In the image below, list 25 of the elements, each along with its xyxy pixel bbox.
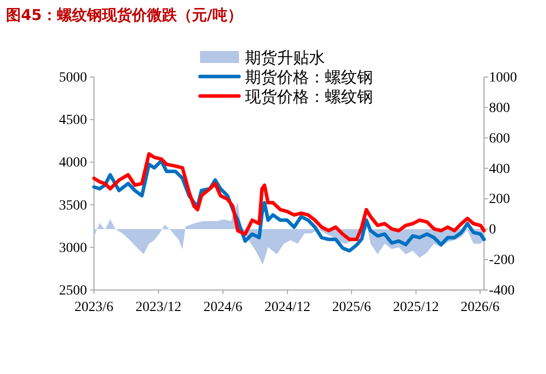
y2-tick-label: -400 (489, 284, 515, 298)
x-tick-label: 2025/6 (332, 300, 371, 315)
x-tick-label: 2026/6 (460, 300, 500, 315)
y-tick-label: 3000 (59, 240, 87, 256)
y2-tick-label: 800 (489, 100, 510, 116)
legend-label: 现货价格：螺纹钢 (245, 88, 373, 106)
x-tick-label: 2025/12 (393, 300, 439, 315)
y-tick-label: 5000 (59, 70, 87, 86)
legend-label: 期货升贴水 (245, 49, 325, 67)
y2-tick-label: -200 (489, 253, 515, 268)
y2-tick-label: 0 (489, 222, 496, 238)
x-tick-label: 2024/12 (264, 300, 310, 315)
x-tick-label: 2024/6 (204, 300, 242, 315)
y2-tick-label: 400 (489, 162, 510, 177)
x-tick-label: 2023/12 (136, 300, 182, 315)
x-tick-label: 2023/6 (74, 300, 114, 315)
y-tick-label: 2500 (59, 284, 87, 298)
chart-title: 图45：螺纹钢现货价微跌（元/吨） (6, 6, 242, 24)
y-tick-label: 4000 (59, 156, 87, 171)
y-tick-label: 3500 (59, 198, 87, 214)
y-tick-label: 4500 (59, 113, 87, 128)
y2-tick-label: 200 (489, 192, 510, 208)
y2-tick-label: 1000 (489, 70, 517, 86)
legend-label: 期货价格：螺纹钢 (245, 68, 373, 86)
y2-tick-label: 600 (489, 131, 510, 146)
